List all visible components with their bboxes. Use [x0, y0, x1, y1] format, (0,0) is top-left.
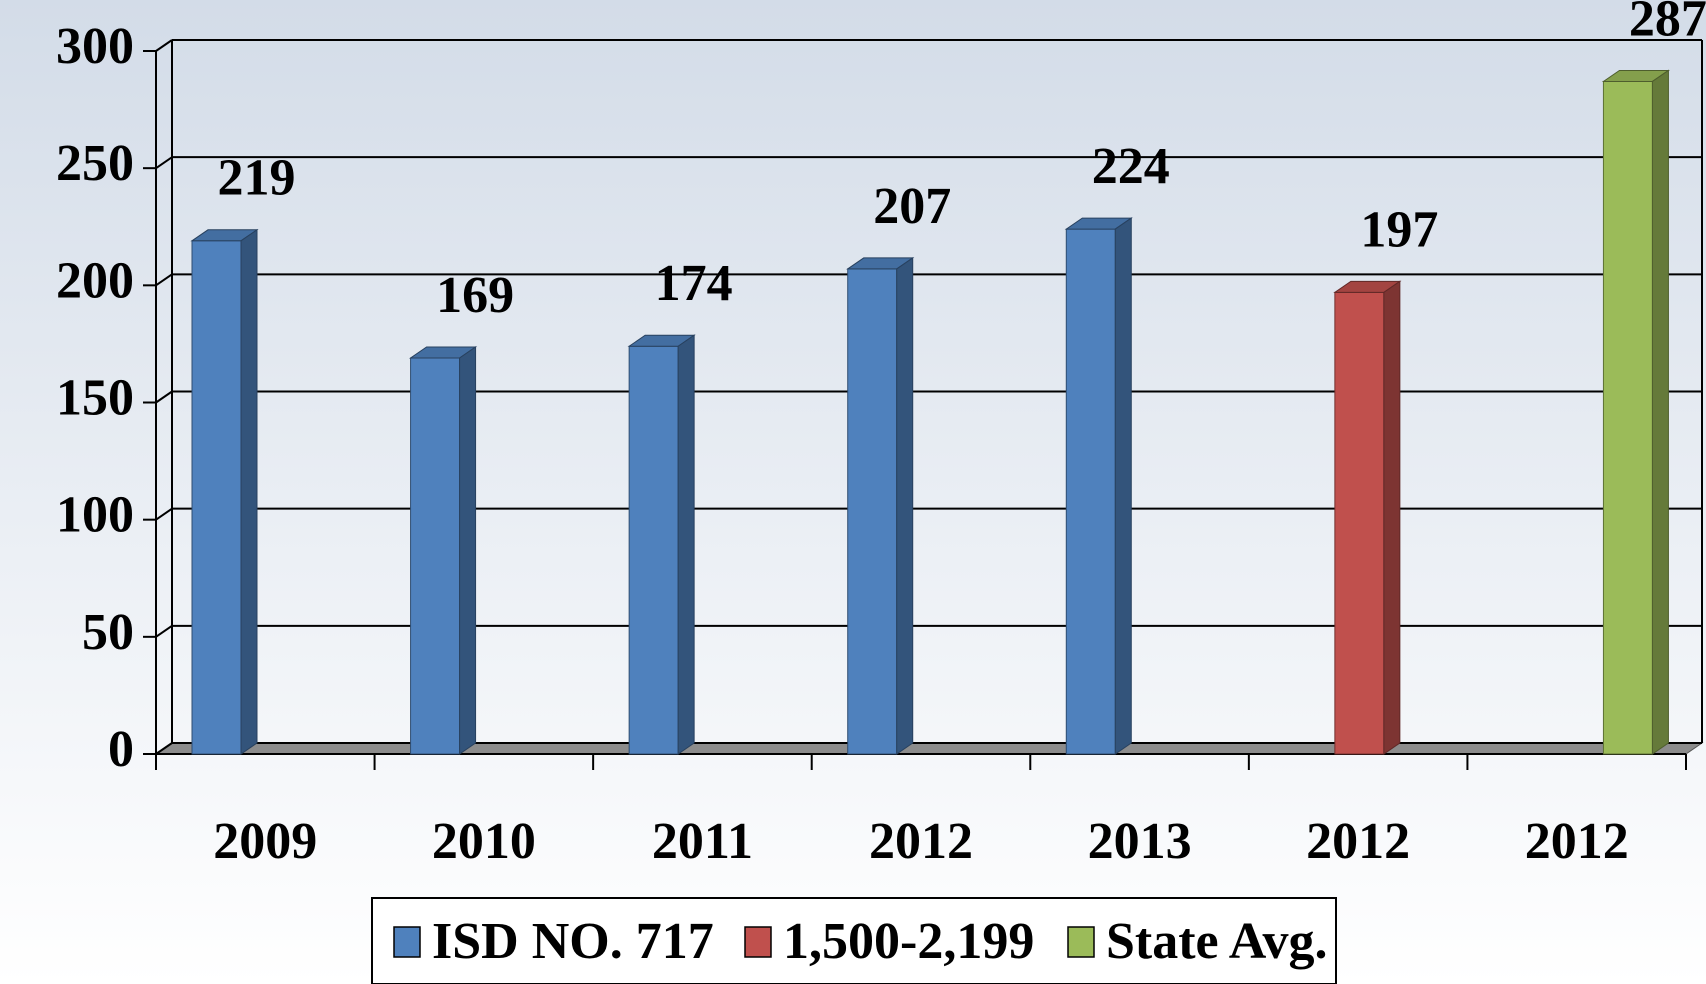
grid-diagonal [155, 156, 173, 169]
bar [1602, 80, 1653, 755]
grid-diagonal [155, 273, 173, 287]
y-tick-label: 100 [56, 487, 134, 544]
y-tick-label: 200 [56, 252, 134, 309]
data-label: 224 [1092, 138, 1170, 195]
legend-swatch [1067, 926, 1095, 958]
data-label: 169 [436, 267, 514, 324]
bar-group [190, 228, 259, 755]
data-label: 287 [1629, 0, 1706, 47]
bar-side [1651, 69, 1669, 755]
x-tick-label: 2013 [1088, 813, 1192, 870]
data-label: 174 [655, 255, 733, 312]
x-tick-label: 2009 [213, 813, 317, 870]
y-tick-label: 50 [82, 604, 134, 661]
bar-side [896, 256, 914, 755]
bar [1065, 228, 1116, 755]
y-tick-label: 250 [56, 135, 134, 192]
bar-side [677, 334, 695, 755]
grid-diagonal [155, 625, 173, 638]
bar [410, 357, 461, 755]
legend: ISD NO. 717 1,500-2,199 State Avg. [371, 897, 1337, 984]
x-tick-label: 2012 [869, 813, 973, 870]
grid-diagonal [155, 39, 173, 52]
bar-group [408, 346, 478, 755]
y-tick-label: 300 [56, 18, 134, 75]
y-tick-label: 0 [108, 721, 134, 778]
x-tick-label: 2012 [1525, 813, 1629, 870]
bar-side [1114, 217, 1132, 755]
bar-side [240, 228, 258, 755]
x-tick-label: 2010 [432, 813, 536, 870]
legend-label: ISD NO. 717 [432, 913, 714, 970]
bar [191, 240, 242, 755]
bar [628, 345, 679, 755]
x-tick-label: 2012 [1306, 813, 1410, 870]
grid-diagonal [155, 507, 173, 521]
legend-swatch [393, 926, 421, 958]
x-tick-label: 2011 [652, 813, 753, 870]
bar-side [459, 346, 477, 755]
bar [1334, 291, 1385, 755]
bar-group [1601, 69, 1671, 755]
bar [847, 268, 898, 755]
data-label: 197 [1360, 201, 1438, 258]
y-tick-label: 150 [56, 369, 134, 426]
legend-swatch [744, 926, 772, 958]
bar-group [627, 334, 696, 755]
bar-group [846, 256, 915, 755]
legend-label: State Avg. [1106, 913, 1327, 970]
bar-group [1333, 280, 1402, 755]
legend-box [371, 897, 1337, 984]
bar-group [1064, 217, 1133, 755]
legend-label: 1,500-2,199 [783, 913, 1034, 970]
floor [154, 742, 1704, 755]
data-label: 219 [218, 150, 296, 207]
grid-diagonal [155, 390, 173, 404]
bar-side [1383, 280, 1401, 755]
data-label: 207 [873, 178, 951, 235]
grid-diagonal [155, 742, 173, 755]
